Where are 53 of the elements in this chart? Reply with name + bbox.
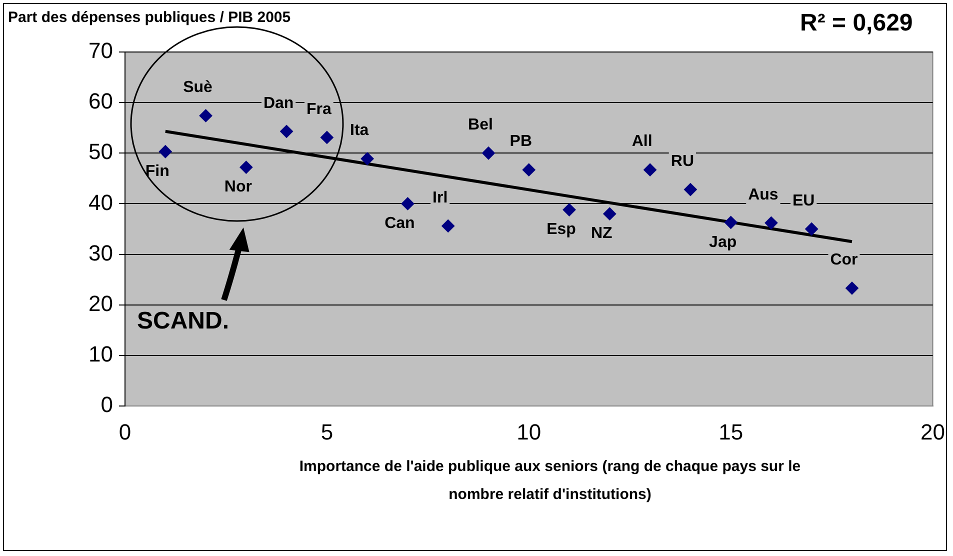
y-tick-label: 30 [88, 240, 113, 266]
annotation: Suè [183, 79, 213, 96]
annotation: Cor [830, 252, 858, 269]
annotation: SCAND. [137, 308, 230, 335]
y-tick-label: 60 [88, 88, 113, 114]
x-tick-label: 20 [920, 419, 946, 444]
y-tick-label: 50 [88, 139, 113, 164]
annotation: Bel [468, 116, 493, 134]
x-tick-label: 5 [320, 419, 334, 444]
y-tick-label: 40 [88, 190, 113, 215]
annotation: Dan [263, 94, 294, 112]
text: R² = 0,629 [800, 10, 913, 37]
point [360, 152, 374, 166]
annotation: Esp [546, 221, 576, 238]
annotation: RU [670, 152, 694, 170]
annotation: NZ [590, 225, 613, 242]
point [482, 146, 495, 160]
annotation: Irl [432, 189, 448, 206]
annotation: All [632, 133, 652, 150]
y-tick-label: 20 [88, 290, 113, 316]
point [603, 207, 616, 220]
point [764, 216, 778, 230]
annotation: Fin [145, 163, 170, 180]
point [240, 160, 253, 174]
y-tick-label: 70 [88, 38, 113, 64]
point [401, 197, 414, 210]
annotation: Fra [306, 100, 332, 118]
x-axis-title: Importance de l'aide publique aux seniors (rang de chaque pays sur le nombre relatif d'institutions) [298, 457, 802, 505]
x-tick-label: 10 [516, 419, 542, 444]
annotation: Aus [748, 186, 778, 204]
point [280, 124, 294, 138]
point [805, 222, 818, 236]
chart-title: Part des dépenses publiques / PIB 2005 [8, 9, 291, 26]
point [644, 163, 657, 176]
point [562, 203, 576, 216]
annotation: Jap [709, 234, 737, 251]
point [724, 216, 738, 229]
point [845, 282, 858, 295]
point [442, 219, 455, 232]
y-tick-label: 10 [88, 341, 113, 366]
annotation: Ita [350, 122, 369, 140]
x-tick-label: 15 [718, 419, 744, 444]
point [158, 145, 172, 158]
point [522, 163, 536, 176]
annotation: EU [792, 192, 815, 210]
x-tick-label: 0 [118, 419, 132, 444]
point [684, 183, 697, 196]
annotation: Nor [224, 178, 252, 196]
y-tick-label: 0 [100, 392, 113, 418]
annotation: PB [510, 133, 532, 150]
point [199, 109, 212, 122]
annotation: Can [384, 215, 415, 232]
point [320, 130, 334, 144]
